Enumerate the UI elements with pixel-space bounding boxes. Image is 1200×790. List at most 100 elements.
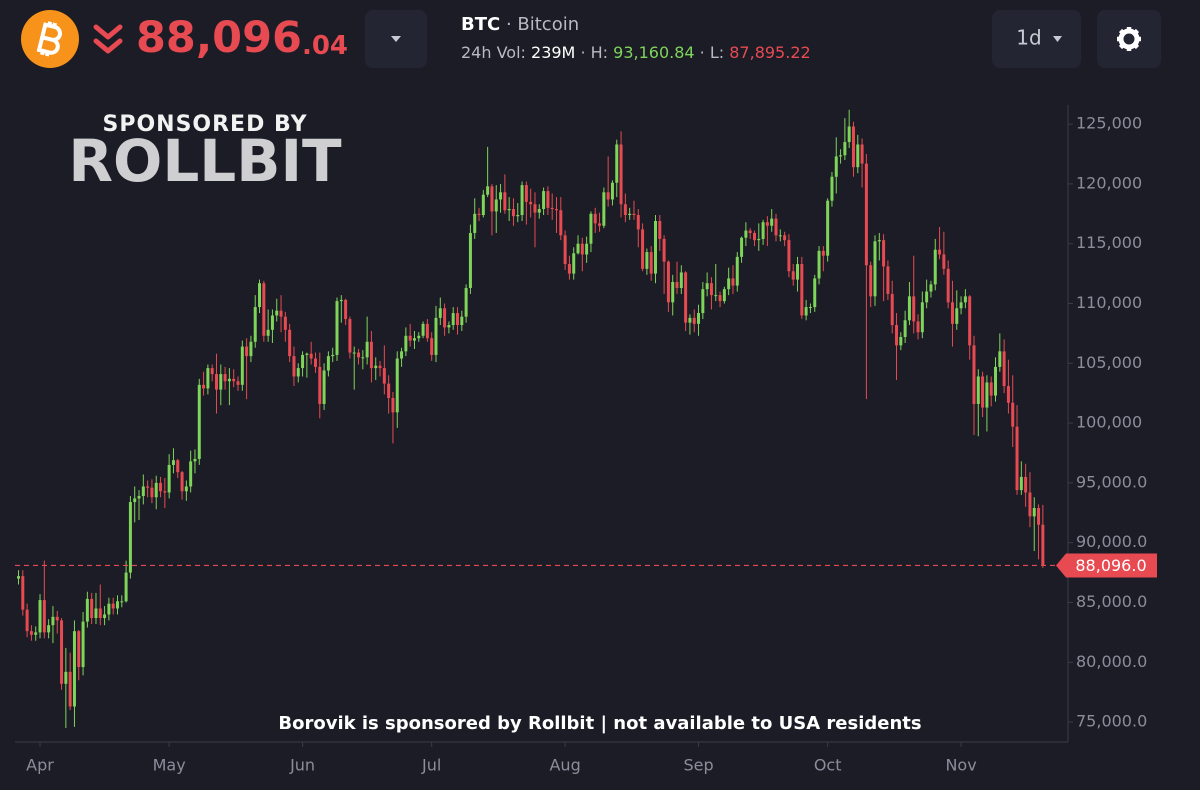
candle-body <box>649 252 653 274</box>
candle-body <box>107 603 111 615</box>
candle-body <box>64 671 68 684</box>
candle-body <box>959 302 963 309</box>
candle-body <box>778 235 782 237</box>
candle-body <box>537 209 541 213</box>
settings[interactable] <box>1097 10 1161 68</box>
candle-body <box>266 329 270 336</box>
candle-body <box>98 608 102 619</box>
candle-body <box>120 601 124 603</box>
candle-body <box>942 254 946 269</box>
vol-label: 24h Vol: <box>461 43 526 62</box>
y-tick-label: 85,000.0 <box>1076 592 1147 611</box>
candle-body <box>714 295 718 297</box>
candle-body <box>1015 426 1019 491</box>
y-tick-label: 110,000 <box>1076 293 1142 312</box>
candle-body <box>197 384 201 459</box>
candle-body <box>994 366 998 396</box>
candle-body <box>550 207 554 210</box>
candle-body <box>189 461 193 487</box>
candle-body <box>701 289 705 314</box>
candle-body <box>460 316 464 326</box>
candle-body <box>559 210 563 236</box>
candle-body <box>296 368 300 377</box>
candle-body <box>929 284 933 292</box>
candle-body <box>524 185 528 202</box>
candle-body <box>520 185 524 216</box>
candle-body <box>963 296 967 303</box>
candle-body <box>933 249 937 285</box>
candle-body <box>159 482 163 492</box>
candle-body <box>387 383 391 398</box>
candle-body <box>408 335 412 341</box>
candle-body <box>856 144 860 168</box>
candle-body <box>206 368 210 389</box>
candle-body <box>653 220 657 274</box>
candle-body <box>684 272 688 323</box>
candle-body <box>55 616 59 621</box>
candle-body <box>998 351 1002 367</box>
candle-body <box>916 321 920 333</box>
candle-body <box>223 374 227 382</box>
candle-body <box>1006 386 1010 403</box>
candle-body <box>309 353 313 359</box>
candle-body <box>124 572 128 602</box>
candle-body <box>141 486 145 497</box>
x-tick-label: Jul <box>421 756 441 775</box>
candle-body <box>709 283 713 296</box>
candle-body <box>258 283 262 308</box>
candle-body <box>214 374 218 390</box>
down-arrow <box>93 24 123 54</box>
candle-body <box>292 356 296 377</box>
candle-body <box>339 299 343 302</box>
candle-body <box>481 194 485 216</box>
candle-body <box>796 264 800 280</box>
price-main: 88,096 <box>136 13 302 63</box>
candle-body <box>391 397 395 413</box>
candle-body <box>533 204 537 213</box>
candle-body <box>283 316 287 330</box>
candle-body <box>176 460 180 473</box>
candle-body <box>81 621 85 668</box>
symbol-dropdown[interactable] <box>365 10 427 68</box>
symbol: BTC <box>461 14 500 35</box>
candle-body <box>395 358 399 413</box>
candle-body <box>834 156 838 177</box>
candle-body <box>830 176 834 201</box>
candle-body <box>542 191 546 210</box>
candle-body <box>972 345 976 404</box>
candle-body <box>675 281 679 288</box>
candle-body <box>955 308 959 324</box>
candle-body <box>326 356 330 371</box>
interval-button[interactable] <box>992 10 1081 68</box>
x-tick-label: Oct <box>814 756 842 775</box>
candle-body <box>821 250 825 256</box>
candle-body <box>361 357 365 359</box>
candle-body <box>615 144 619 183</box>
candle-body <box>636 215 640 230</box>
candle-body <box>1019 476 1023 491</box>
candle-body <box>115 601 119 609</box>
candle-body <box>813 278 817 308</box>
candle-body <box>253 307 257 342</box>
candle-body <box>869 265 873 297</box>
candle-body <box>1024 476 1028 493</box>
high-label: · H: <box>580 43 608 62</box>
x-tick-label: Apr <box>26 756 54 775</box>
candle-body <box>305 353 309 355</box>
candle-body <box>193 458 197 462</box>
candle-body <box>128 502 132 573</box>
candle-body <box>740 237 744 257</box>
candle-body <box>468 232 472 288</box>
y-tick-label: 120,000 <box>1076 173 1142 192</box>
interval-dropdown[interactable]: 1d <box>992 10 1081 68</box>
coin-glyph <box>36 21 62 57</box>
candle-body <box>1041 524 1045 566</box>
candle-body <box>886 266 890 294</box>
candle-body <box>167 464 171 493</box>
candle-body <box>425 323 429 339</box>
settings-button[interactable] <box>1097 10 1161 68</box>
candle-body <box>705 283 709 290</box>
candle-body <box>735 256 739 286</box>
candle-body <box>1032 508 1036 517</box>
